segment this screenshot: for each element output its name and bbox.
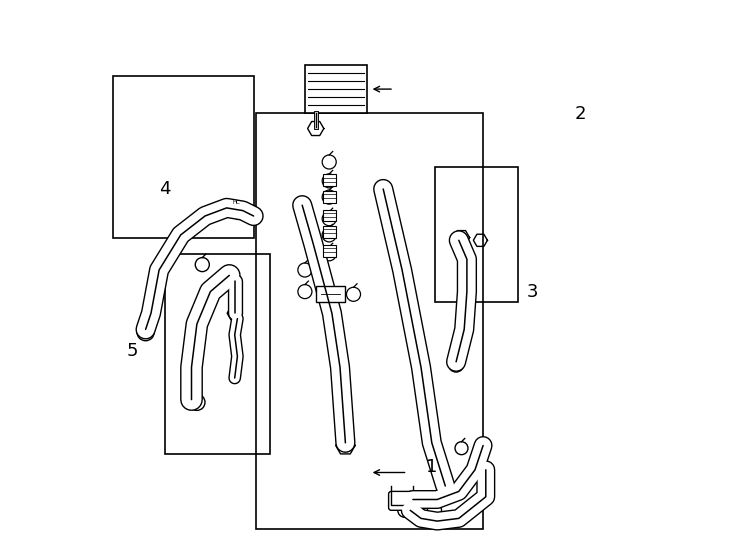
Bar: [323, 226, 335, 238]
Bar: [323, 191, 335, 202]
Bar: [164, 254, 270, 454]
Text: 1: 1: [426, 458, 437, 476]
Text: 3: 3: [526, 283, 538, 301]
Bar: [316, 286, 346, 302]
Bar: [323, 174, 335, 186]
Bar: [305, 65, 367, 113]
FancyBboxPatch shape: [388, 491, 415, 510]
Bar: [323, 210, 335, 221]
Text: HC: HC: [233, 200, 240, 205]
Bar: [435, 167, 518, 302]
Bar: [113, 76, 254, 238]
Text: 5: 5: [127, 342, 138, 360]
Bar: [256, 113, 483, 529]
Text: 4: 4: [159, 180, 170, 198]
Text: 2: 2: [575, 105, 586, 123]
Bar: [323, 245, 335, 256]
